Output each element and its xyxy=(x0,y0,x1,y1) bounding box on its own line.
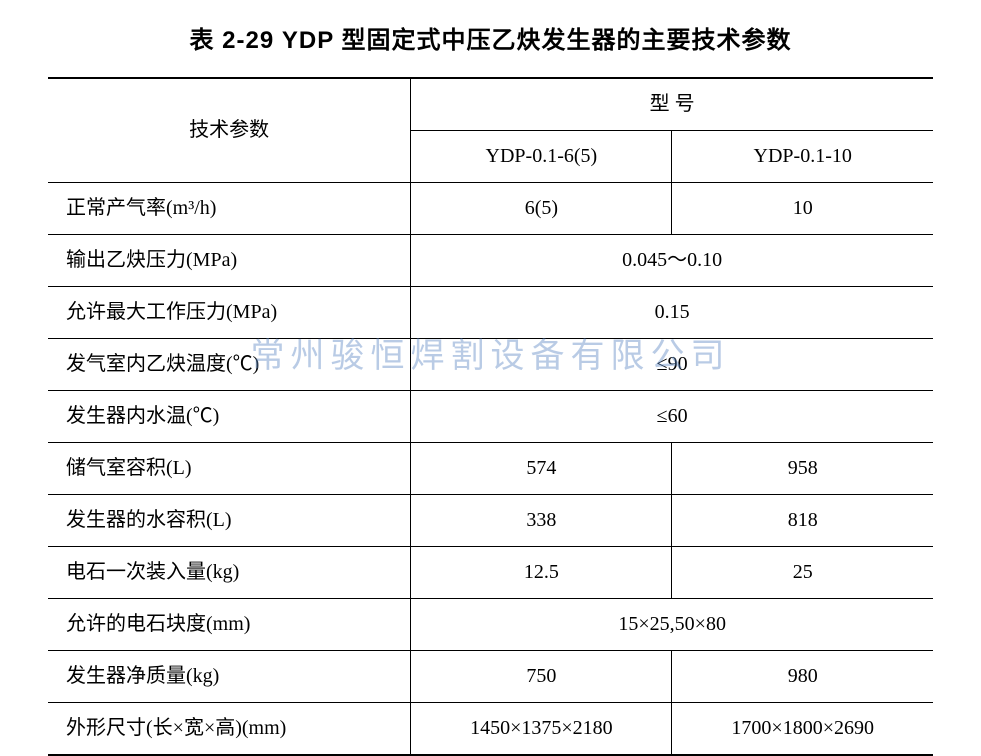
param-value: 750 xyxy=(411,651,671,702)
param-label: 外形尺寸(长×宽×高)(mm) xyxy=(48,703,410,754)
param-value: 338 xyxy=(411,495,671,546)
param-label: 发气室内乙炔温度(℃) xyxy=(48,339,410,390)
param-label: 正常产气率(m³/h) xyxy=(48,183,410,234)
param-value: ≤90 xyxy=(411,339,933,390)
param-label: 允许最大工作压力(MPa) xyxy=(48,287,410,338)
param-label: 储气室容积(L) xyxy=(48,443,410,494)
param-value: 980 xyxy=(672,651,933,702)
param-value: 958 xyxy=(672,443,933,494)
header-param: 技术参数 xyxy=(48,105,410,156)
param-value: 1700×1800×2690 xyxy=(672,703,933,754)
param-label: 电石一次装入量(kg) xyxy=(48,547,410,598)
param-value: 15×25,50×80 xyxy=(411,599,933,650)
param-value: 25 xyxy=(672,547,933,598)
spec-table: 技术参数 型 号 YDP-0.1-6(5) YDP-0.1-10 正常产气率(m… xyxy=(48,77,933,756)
header-model-1: YDP-0.1-6(5) xyxy=(411,131,671,182)
param-label: 发生器净质量(kg) xyxy=(48,651,410,702)
param-value: 10 xyxy=(672,183,933,234)
param-value: 1450×1375×2180 xyxy=(411,703,671,754)
param-value: 12.5 xyxy=(411,547,671,598)
param-value: 0.15 xyxy=(411,287,933,338)
param-label: 发生器的水容积(L) xyxy=(48,495,410,546)
header-model-2: YDP-0.1-10 xyxy=(672,131,933,182)
param-value: ≤60 xyxy=(411,391,933,442)
param-value: 0.045～0.10 xyxy=(411,235,933,286)
param-value: 574 xyxy=(411,443,671,494)
param-value: 818 xyxy=(672,495,933,546)
param-label: 允许的电石块度(mm) xyxy=(48,599,410,650)
param-label: 发生器内水温(℃) xyxy=(48,391,410,442)
param-value: 6(5) xyxy=(411,183,671,234)
table-title: 表 2-29 YDP 型固定式中压乙炔发生器的主要技术参数 xyxy=(48,20,933,55)
header-model-group: 型 号 xyxy=(411,79,933,130)
param-label: 输出乙炔压力(MPa) xyxy=(48,235,410,286)
